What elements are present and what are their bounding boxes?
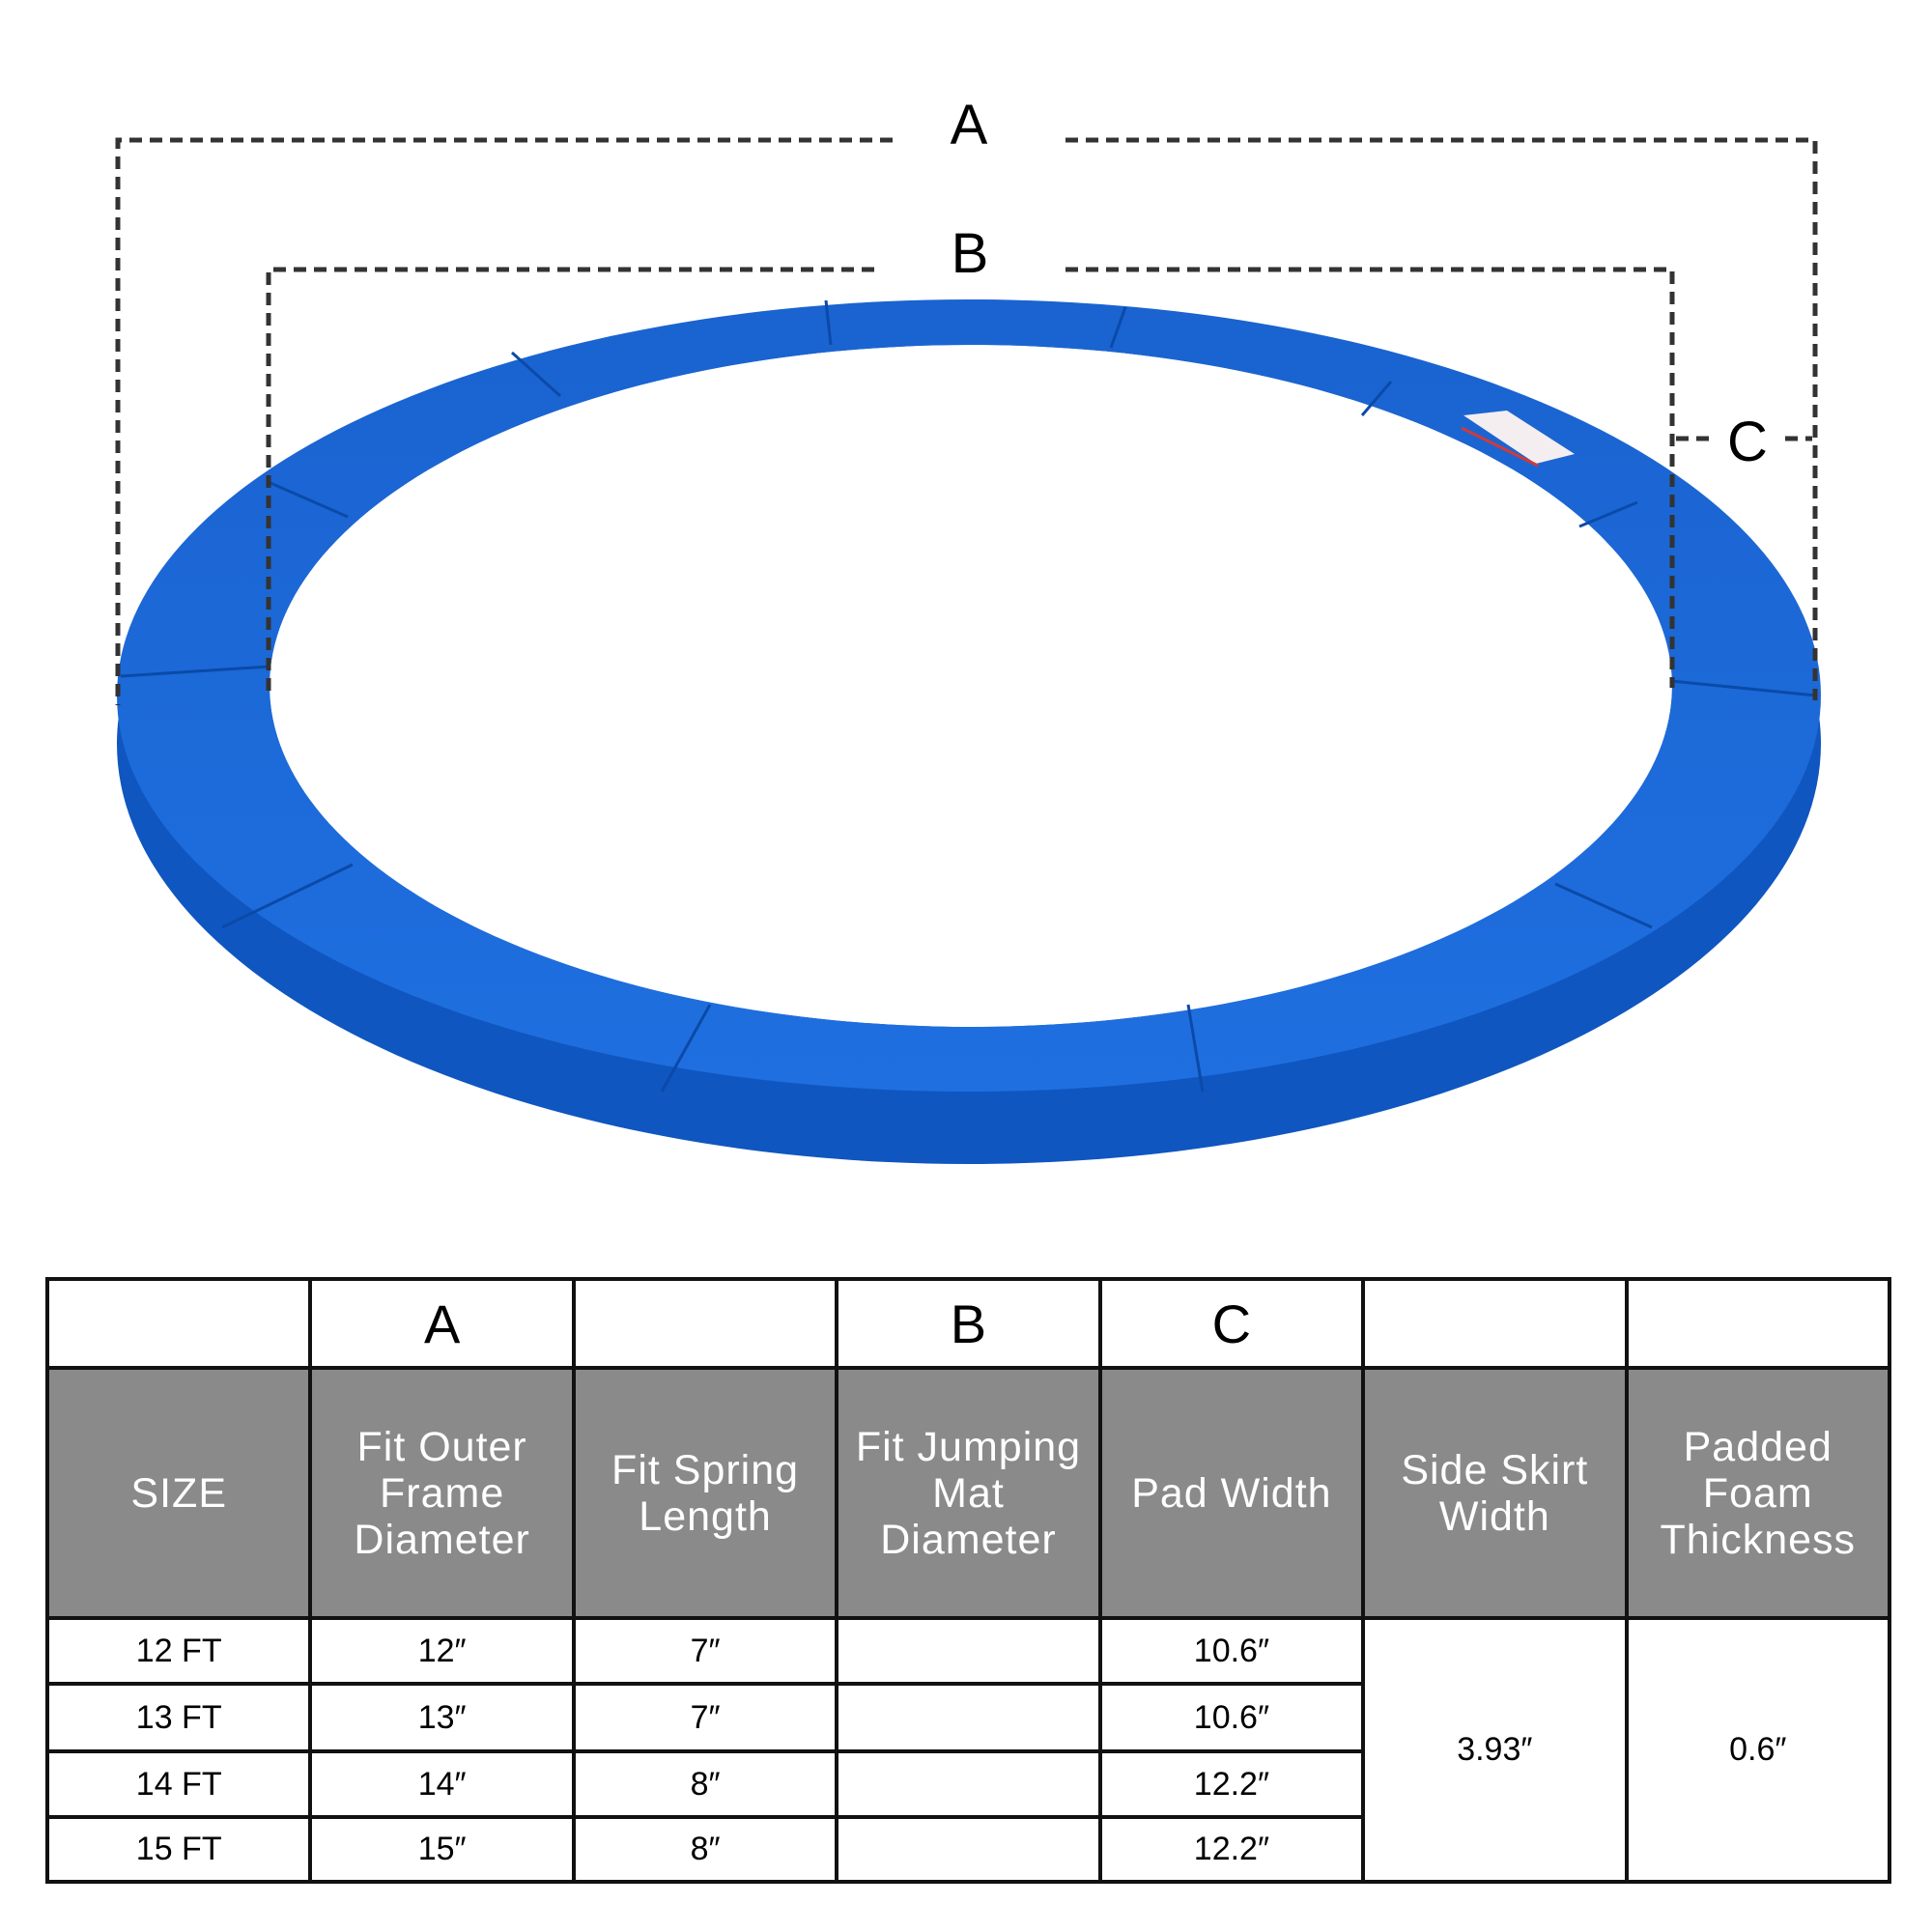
letter-cell	[1624, 1277, 1892, 1370]
cell-pad-width: 12.2″	[1097, 1749, 1366, 1819]
cell-outer-frame: 15″	[308, 1815, 576, 1884]
warning-label	[1461, 411, 1575, 468]
letter-cell-c: C	[1097, 1277, 1366, 1370]
cell-pad-width: 12.2″	[1097, 1815, 1366, 1884]
table-row: 14 FT 14″ 8″ 12.2″	[44, 1749, 1889, 1819]
table-header-row: SIZE Fit Outer Frame Diameter Fit Spring…	[44, 1366, 1892, 1620]
cell-mat	[835, 1749, 1102, 1819]
cell-outer-frame: 13″	[308, 1682, 576, 1753]
header-pad-width: Pad Width	[1097, 1366, 1366, 1620]
header-spring-length: Fit Spring Length	[571, 1366, 839, 1620]
header-size: SIZE	[44, 1366, 313, 1620]
table-row: 12 FT 12″ 7″ 10.6″ 3.93″ 0.6″	[44, 1616, 1892, 1884]
table-row: 15 FT 15″ 8″ 12.2″	[44, 1815, 1889, 1884]
safety-pad-ring	[117, 299, 1821, 1164]
letter-cell	[1361, 1277, 1629, 1370]
letter-cell-a: A	[308, 1277, 576, 1370]
cell-mat	[835, 1616, 1102, 1686]
dimension-label-c: C	[1727, 411, 1768, 473]
cell-outer-frame: 12″	[308, 1616, 576, 1686]
header-side-skirt: Side Skirt Width	[1361, 1366, 1629, 1620]
cell-size: 13 FT	[44, 1682, 313, 1753]
dimension-a-line-right	[1065, 137, 1818, 700]
cell-mat	[835, 1815, 1102, 1884]
cell-size: 14 FT	[44, 1749, 313, 1819]
dimension-a-line-left	[115, 137, 893, 705]
cell-spring: 8″	[571, 1815, 839, 1884]
letter-cell-b: B	[835, 1277, 1102, 1370]
size-table: A B C SIZE Fit Outer Frame Diameter Fit …	[44, 1277, 1892, 1884]
header-mat-diameter: Fit Jumping Mat Diameter	[835, 1366, 1102, 1620]
pad-top-face	[117, 299, 1821, 1092]
cell-spring: 7″	[571, 1682, 839, 1753]
cell-pad-width: 10.6″	[1097, 1616, 1366, 1686]
letter-cell	[44, 1277, 313, 1370]
cell-size: 15 FT	[44, 1815, 313, 1884]
table-row: 13 FT 13″ 7″ 10.6″	[44, 1682, 1889, 1753]
cell-foam-thickness: 0.6″	[1624, 1616, 1892, 1884]
header-outer-frame: Fit Outer Frame Diameter	[308, 1366, 576, 1620]
cell-outer-frame: 14″	[308, 1749, 576, 1819]
cell-spring: 7″	[571, 1616, 839, 1686]
trampoline-pad-diagram	[115, 137, 1821, 1164]
cell-side-skirt: 3.93″	[1361, 1616, 1629, 1884]
pad-segment-seams	[120, 299, 1817, 1093]
dimension-label-b: B	[951, 222, 989, 285]
dimension-letter-row: A B C	[44, 1277, 1892, 1370]
letter-cell	[571, 1277, 839, 1370]
header-foam-thickness: Padded Foam Thickness	[1624, 1366, 1892, 1620]
cell-pad-width: 10.6″	[1097, 1682, 1366, 1753]
dimension-lines	[115, 137, 1818, 705]
cell-mat	[835, 1682, 1102, 1753]
cell-size: 12 FT	[44, 1616, 313, 1686]
dimension-label-a: A	[950, 94, 988, 156]
cell-spring: 8″	[571, 1749, 839, 1819]
